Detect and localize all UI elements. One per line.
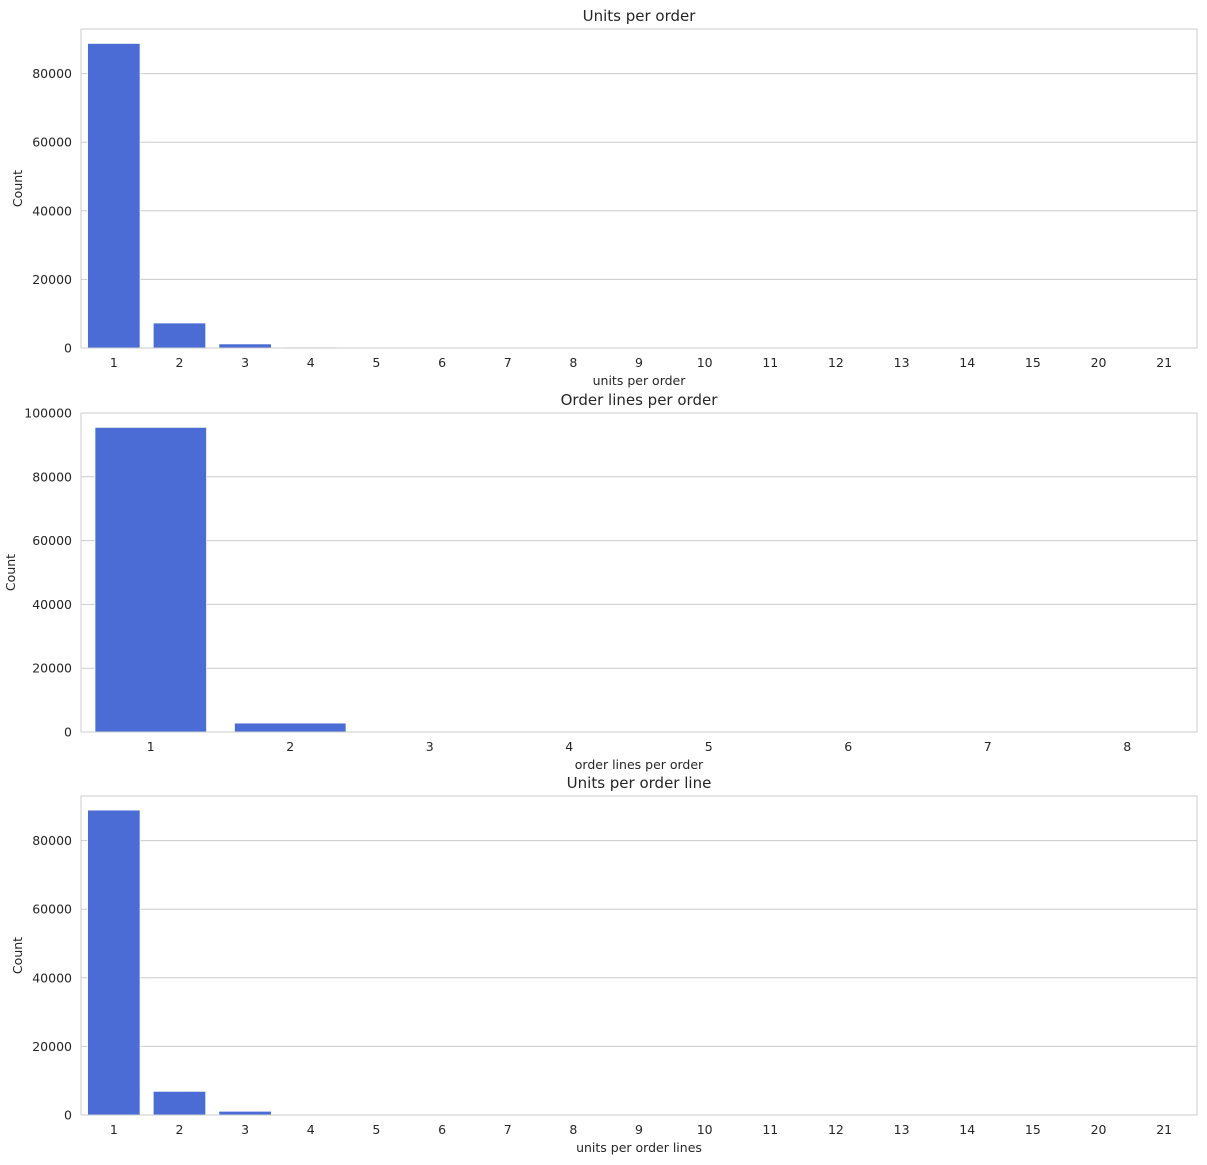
y-tick-label: 20000: [32, 1039, 72, 1054]
x-tick-label: 2: [286, 739, 294, 754]
bar-1: [94, 426, 207, 733]
y-axis-label: Count: [3, 554, 18, 591]
x-tick-label: 1: [110, 1122, 118, 1137]
x-tick-label: 5: [372, 355, 380, 370]
x-tick-label: 12: [828, 1122, 844, 1137]
bar-2: [152, 1090, 207, 1116]
bar-3: [218, 343, 272, 349]
y-tick-label: 20000: [32, 661, 72, 676]
x-tick-label: 21: [1156, 355, 1172, 370]
x-tick-label: 4: [565, 739, 573, 754]
chart-title: Order lines per order: [561, 391, 719, 409]
x-tick-label: 7: [984, 739, 992, 754]
bar-1: [87, 809, 141, 1116]
chart-title: Units per order line: [567, 774, 712, 792]
y-tick-label: 100000: [24, 406, 72, 421]
x-tick-label: 3: [241, 355, 249, 370]
y-tick-label: 0: [64, 725, 72, 740]
x-tick-label: 3: [241, 1122, 249, 1137]
x-tick-label: 1: [147, 739, 155, 754]
x-tick-label: 11: [762, 355, 778, 370]
y-tick-label: 0: [64, 341, 72, 356]
y-tick-label: 80000: [32, 469, 72, 484]
x-tick-label: 12: [828, 355, 844, 370]
x-tick-label: 9: [635, 1122, 643, 1137]
x-tick-label: 15: [1025, 355, 1041, 370]
x-tick-label: 13: [894, 355, 910, 370]
y-tick-label: 80000: [32, 833, 72, 848]
chart-order-lines-per-order: 0 20000 40000 60000 80000 100000 1 2 3 4 5 6 7 8 Ord…: [3, 391, 1198, 772]
bar-2: [152, 322, 207, 349]
x-tick-label: 7: [504, 355, 512, 370]
x-tick-label: 4: [307, 355, 315, 370]
x-tick-label: 11: [762, 1122, 778, 1137]
y-tick-label: 80000: [32, 66, 72, 81]
y-axis-label: Count: [10, 170, 25, 207]
x-tick-label: 10: [697, 355, 713, 370]
chart-title: Units per order: [583, 7, 697, 25]
plot-frame: [80, 412, 1198, 733]
x-tick-label: 2: [175, 355, 183, 370]
x-tick-label: 4: [307, 1122, 315, 1137]
x-tick-label: 6: [438, 355, 446, 370]
x-tick-label: 20: [1091, 355, 1107, 370]
x-tick-label: 14: [959, 355, 975, 370]
y-tick-label: 40000: [32, 970, 72, 985]
plot-frame: [80, 795, 1198, 1116]
y-tick-label: 60000: [32, 902, 72, 917]
y-tick-label: 0: [64, 1108, 72, 1123]
y-tick-label: 20000: [32, 272, 72, 287]
x-tick-label: 1: [110, 355, 118, 370]
x-tick-label: 14: [959, 1122, 975, 1137]
plot-frame: [80, 28, 1198, 349]
x-tick-label: 8: [1123, 739, 1131, 754]
x-tick-label: 15: [1025, 1122, 1041, 1137]
x-tick-label: 7: [504, 1122, 512, 1137]
bar-3: [218, 1110, 272, 1116]
y-tick-label: 60000: [32, 135, 72, 150]
x-tick-label: 9: [635, 355, 643, 370]
x-axis-label: units per order lines: [576, 1140, 702, 1155]
x-tick-label: 6: [438, 1122, 446, 1137]
y-tick-label: 60000: [32, 533, 72, 548]
x-axis-label: units per order: [593, 373, 687, 388]
x-axis-label: order lines per order: [575, 757, 704, 772]
x-tick-label: 5: [372, 1122, 380, 1137]
x-tick-label: 8: [569, 1122, 577, 1137]
x-tick-label: 3: [426, 739, 434, 754]
y-tick-label: 40000: [32, 597, 72, 612]
x-tick-label: 8: [569, 355, 577, 370]
y-tick-label: 40000: [32, 203, 72, 218]
x-tick-label: 10: [697, 1122, 713, 1137]
x-tick-label: 5: [705, 739, 713, 754]
x-tick-label: 2: [175, 1122, 183, 1137]
x-tick-label: 20: [1091, 1122, 1107, 1137]
x-tick-label: 21: [1156, 1122, 1172, 1137]
x-tick-label: 6: [844, 739, 852, 754]
x-tick-label: 13: [894, 1122, 910, 1137]
bar-2: [234, 722, 347, 733]
y-axis-label: Count: [10, 937, 25, 974]
bar-1: [87, 43, 141, 349]
